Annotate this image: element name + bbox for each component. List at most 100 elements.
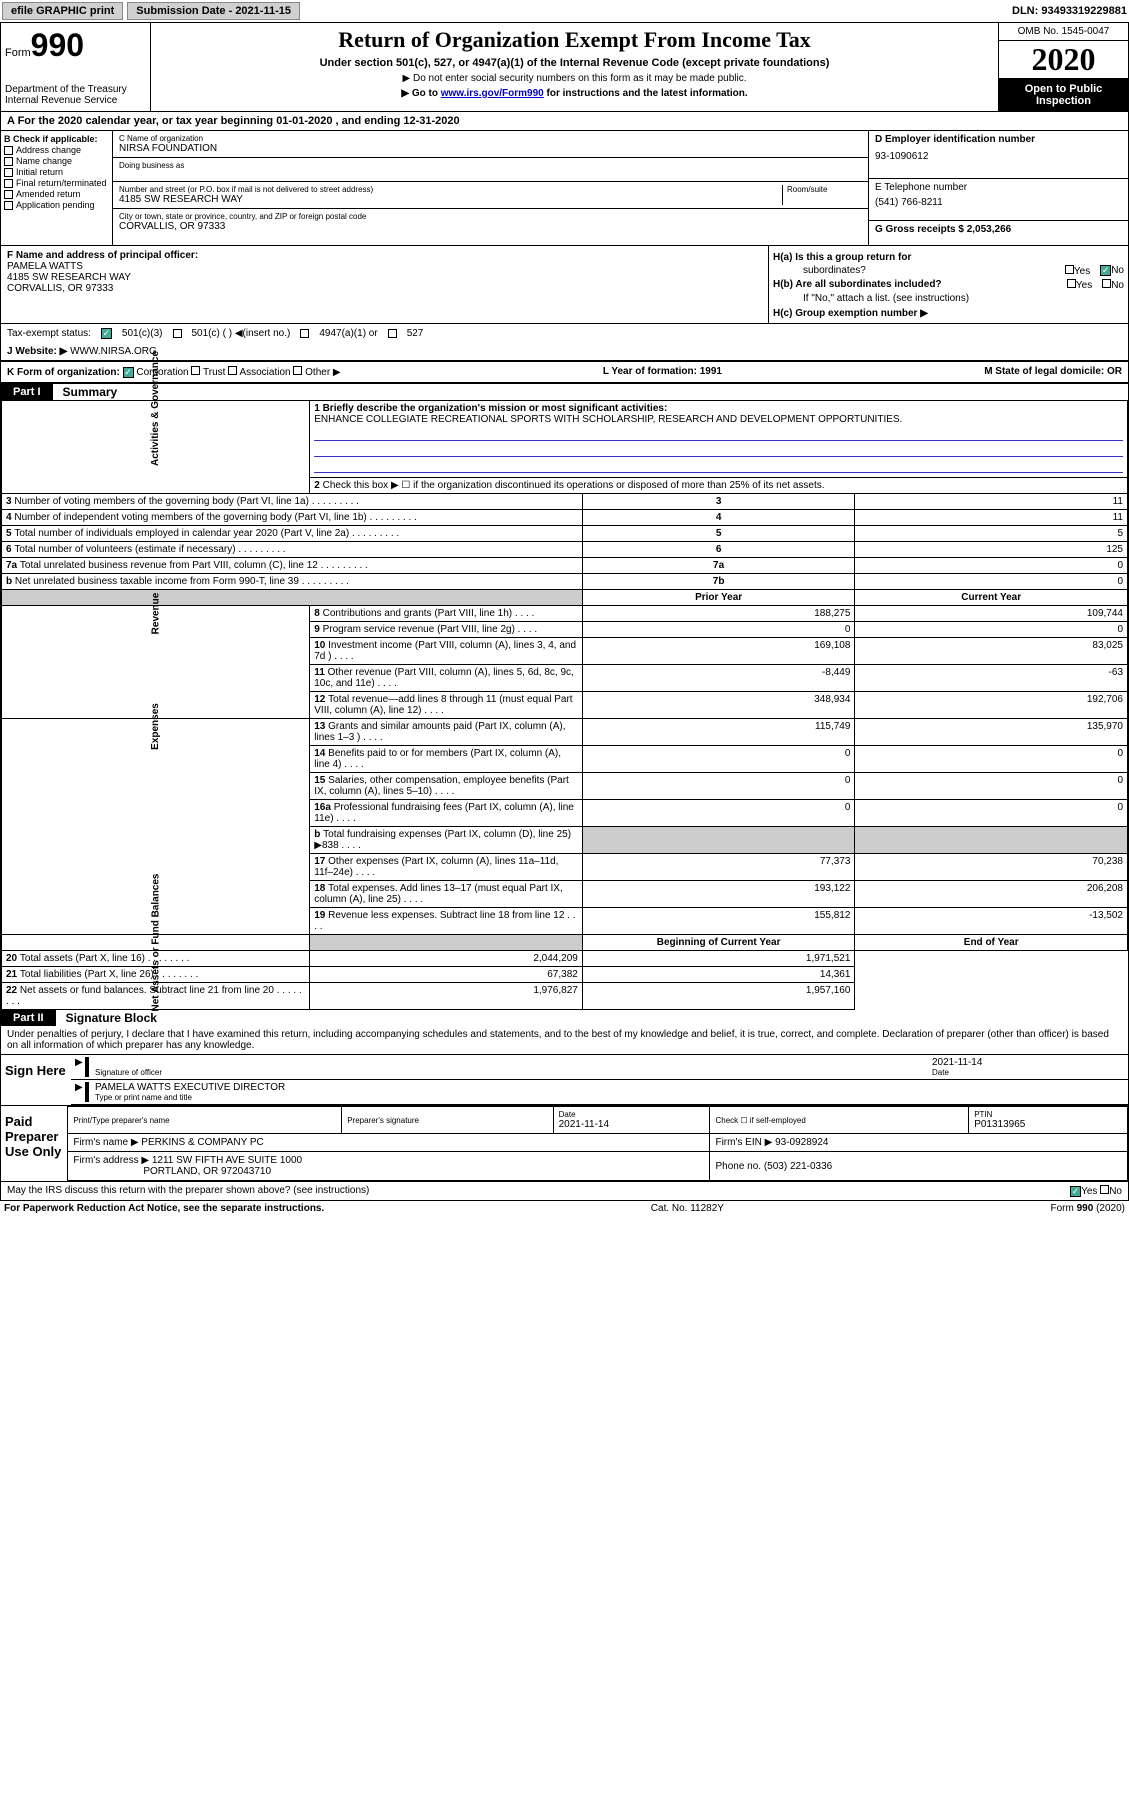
efile-button[interactable]: efile GRAPHIC print xyxy=(2,2,123,20)
line-desc: 15 Salaries, other compensation, employe… xyxy=(310,773,583,800)
dept-label: Department of the Treasury xyxy=(5,84,146,95)
col-d: D Employer identification number 93-1090… xyxy=(868,131,1128,245)
ein-val: 93-1090612 xyxy=(875,151,1122,162)
line1-label: 1 Briefly describe the organization's mi… xyxy=(314,403,1123,414)
col-c: C Name of organization NIRSA FOUNDATION … xyxy=(113,131,868,245)
hb-yes-checkbox[interactable] xyxy=(1067,279,1076,288)
prior-val: 0 xyxy=(582,746,855,773)
k-left: K Form of organization: ✓ Corporation Tr… xyxy=(7,366,341,378)
sig-row1: ▶ Signature of officer 2021-11-14Date xyxy=(71,1055,1128,1080)
prior-val: 0 xyxy=(582,800,855,827)
current-val xyxy=(855,827,1128,854)
b-option: Final return/terminated xyxy=(4,178,109,188)
line-code: 5 xyxy=(582,526,855,542)
ha-yesno: Yes ✓No xyxy=(1065,265,1124,277)
ha2-label: subordinates? xyxy=(773,265,866,277)
part2-title: Signature Block xyxy=(56,1011,157,1025)
prior-val: 348,934 xyxy=(582,692,855,719)
room-label: Room/suite xyxy=(787,185,862,194)
501c3-checkbox[interactable]: ✓ xyxy=(101,328,112,339)
other-checkbox[interactable] xyxy=(293,366,302,375)
sig-name-cell: PAMELA WATTS EXECUTIVE DIRECTORType or p… xyxy=(89,1082,1124,1102)
form-header: Form990 Department of the Treasury Inter… xyxy=(1,23,1128,112)
table-row: 20 Total assets (Part X, line 16) . . . … xyxy=(2,951,1128,967)
prior-val: -8,449 xyxy=(582,665,855,692)
dba-label: Doing business as xyxy=(119,161,862,170)
b-checkbox[interactable] xyxy=(4,201,13,210)
b-option: Address change xyxy=(4,145,109,155)
b-checkbox[interactable] xyxy=(4,190,13,199)
city-val: CORVALLIS, OR 97333 xyxy=(119,221,862,232)
line-desc: 9 Program service revenue (Part VIII, li… xyxy=(310,622,583,638)
line-desc: 5 Total number of individuals employed i… xyxy=(2,526,583,542)
discuss-no-checkbox[interactable] xyxy=(1100,1185,1109,1194)
sig-arrow2: ▶ xyxy=(75,1082,89,1102)
current-val: 0 xyxy=(855,622,1128,638)
sig-name: PAMELA WATTS EXECUTIVE DIRECTOR xyxy=(95,1082,1124,1093)
table-row: 7a Total unrelated business revenue from… xyxy=(2,558,1128,574)
527-checkbox[interactable] xyxy=(388,329,397,338)
current-val: 0 xyxy=(855,773,1128,800)
side-net: Net Assets or Fund Balances xyxy=(2,935,310,951)
form-num: 990 xyxy=(31,27,84,63)
sig-date: 2021-11-14 xyxy=(932,1057,1124,1068)
line-desc: b Total fundraising expenses (Part IX, c… xyxy=(310,827,583,854)
current-val: -63 xyxy=(855,665,1128,692)
insp-line2: Inspection xyxy=(1003,95,1124,107)
line2-cell: 2 Check this box ▶ ☐ if the organization… xyxy=(310,478,1128,494)
501c-checkbox[interactable] xyxy=(173,329,182,338)
footer-right: Form 990 (2020) xyxy=(1051,1203,1125,1214)
discuss-yes-checkbox[interactable]: ✓ xyxy=(1070,1186,1081,1197)
website-val: WWW.NIRSA.ORG xyxy=(70,346,157,357)
end-val: 14,361 xyxy=(582,967,855,983)
b-opt-label: Final return/terminated xyxy=(16,178,107,188)
officer-addr2: CORVALLIS, OR 97333 xyxy=(7,283,762,294)
line-desc: 17 Other expenses (Part IX, column (A), … xyxy=(310,854,583,881)
ha-no-checkbox[interactable]: ✓ xyxy=(1100,265,1111,276)
current-val: 206,208 xyxy=(855,881,1128,908)
table-row: 22 Net assets or fund balances. Subtract… xyxy=(2,983,1128,1010)
b-option: Application pending xyxy=(4,200,109,210)
side-revenue: Revenue xyxy=(2,606,310,719)
form990-link[interactable]: www.irs.gov/Form990 xyxy=(441,88,544,99)
table-row: 3 Number of voting members of the govern… xyxy=(2,494,1128,510)
line-desc: 11 Other revenue (Part VIII, column (A),… xyxy=(310,665,583,692)
b-checkbox[interactable] xyxy=(4,157,13,166)
hb-no-checkbox[interactable] xyxy=(1102,279,1111,288)
trust-checkbox[interactable] xyxy=(191,366,200,375)
form-number: Form990 xyxy=(5,27,146,64)
b-checkbox[interactable] xyxy=(4,146,13,155)
mission-line3 xyxy=(314,459,1123,473)
hdr-end: End of Year xyxy=(855,935,1128,951)
ha-yes-checkbox[interactable] xyxy=(1065,265,1074,274)
header-left: Form990 Department of the Treasury Inter… xyxy=(1,23,151,111)
firm-ein-cell: Firm's EIN ▶ 93-0928924 xyxy=(710,1134,1128,1152)
line-code: 4 xyxy=(582,510,855,526)
sig-row2: ▶ PAMELA WATTS EXECUTIVE DIRECTORType or… xyxy=(71,1080,1128,1105)
submission-button[interactable]: Submission Date - 2021-11-15 xyxy=(127,2,300,20)
ha-line: H(a) Is this a group return for xyxy=(773,252,1124,263)
mission-line2 xyxy=(314,443,1123,457)
b-checkbox[interactable] xyxy=(4,168,13,177)
opt-assoc: Association xyxy=(239,367,290,378)
tax-year: 2020 xyxy=(999,41,1128,79)
prep-h5: PTINP01313965 xyxy=(969,1107,1128,1134)
line-desc: 14 Benefits paid to or for members (Part… xyxy=(310,746,583,773)
officer-addr1: 4185 SW RESEARCH WAY xyxy=(7,272,762,283)
b-checkbox[interactable] xyxy=(4,179,13,188)
ein-row: D Employer identification number 93-1090… xyxy=(869,131,1128,179)
hb-line: H(b) Are all subordinates included? Yes … xyxy=(773,279,1124,291)
corp-checkbox[interactable]: ✓ xyxy=(123,367,134,378)
table-row: Revenue8 Contributions and grants (Part … xyxy=(2,606,1128,622)
line-val: 0 xyxy=(855,558,1128,574)
opt-501c: 501(c) ( ) ◀(insert no.) xyxy=(192,328,291,339)
assoc-checkbox[interactable] xyxy=(228,366,237,375)
form-subtitle: Under section 501(c), 527, or 4947(a)(1)… xyxy=(155,57,994,69)
j-label: J Website: ▶ xyxy=(7,346,67,357)
phone-val: (541) 766-8211 xyxy=(875,197,1122,208)
perjury-text: Under penalties of perjury, I declare th… xyxy=(1,1026,1128,1055)
line-val: 125 xyxy=(855,542,1128,558)
col-b: B Check if applicable: Address changeNam… xyxy=(1,131,113,245)
4947-checkbox[interactable] xyxy=(300,329,309,338)
ein-label: D Employer identification number xyxy=(875,134,1122,145)
